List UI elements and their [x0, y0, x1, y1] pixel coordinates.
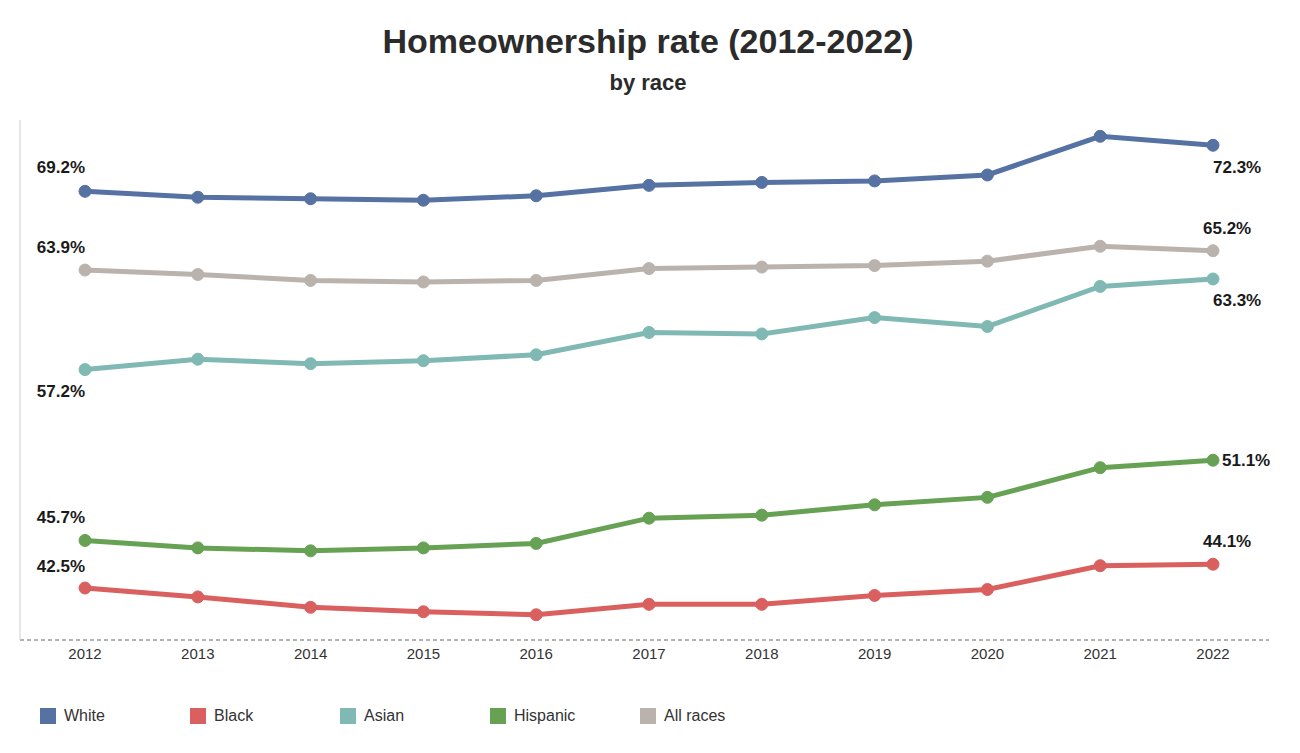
svg-text:2021: 2021 — [1084, 645, 1117, 662]
svg-text:2020: 2020 — [971, 645, 1004, 662]
svg-text:2019: 2019 — [858, 645, 891, 662]
svg-text:2013: 2013 — [181, 645, 214, 662]
html-text:White: White — [64, 707, 105, 724]
html-text:Asian: Asian — [364, 707, 404, 724]
svg-text:2018: 2018 — [745, 645, 778, 662]
svg-text:2015: 2015 — [407, 645, 440, 662]
html-text:All races: All races — [664, 707, 726, 724]
html-text:Hispanic: Hispanic — [514, 707, 576, 724]
svg-text:2022: 2022 — [1196, 645, 1229, 662]
html-text:Black: Black — [214, 707, 254, 724]
svg-text:2012: 2012 — [68, 645, 101, 662]
svg-text:72.3%: 72.3% — [1213, 158, 1261, 177]
svg-text:42.5%: 42.5% — [37, 557, 85, 576]
svg-text:44.1%: 44.1% — [1203, 532, 1251, 551]
svg-text:2016: 2016 — [520, 645, 553, 662]
svg-text:57.2%: 57.2% — [37, 382, 85, 401]
svg-text:63.9%: 63.9% — [37, 238, 85, 257]
svg-text:2017: 2017 — [632, 645, 665, 662]
html-text:Homeownership rate (2012-2022): Homeownership rate (2012-2022) — [382, 22, 914, 60]
svg-text:65.2%: 65.2% — [1203, 219, 1251, 238]
svg-text:2014: 2014 — [294, 645, 327, 662]
html-text:by race: by race — [609, 70, 687, 95]
svg-text:45.7%: 45.7% — [37, 508, 85, 527]
svg-text:51.1%: 51.1% — [1222, 451, 1270, 470]
svg-text:69.2%: 69.2% — [37, 158, 85, 177]
svg-text:63.3%: 63.3% — [1213, 291, 1261, 310]
